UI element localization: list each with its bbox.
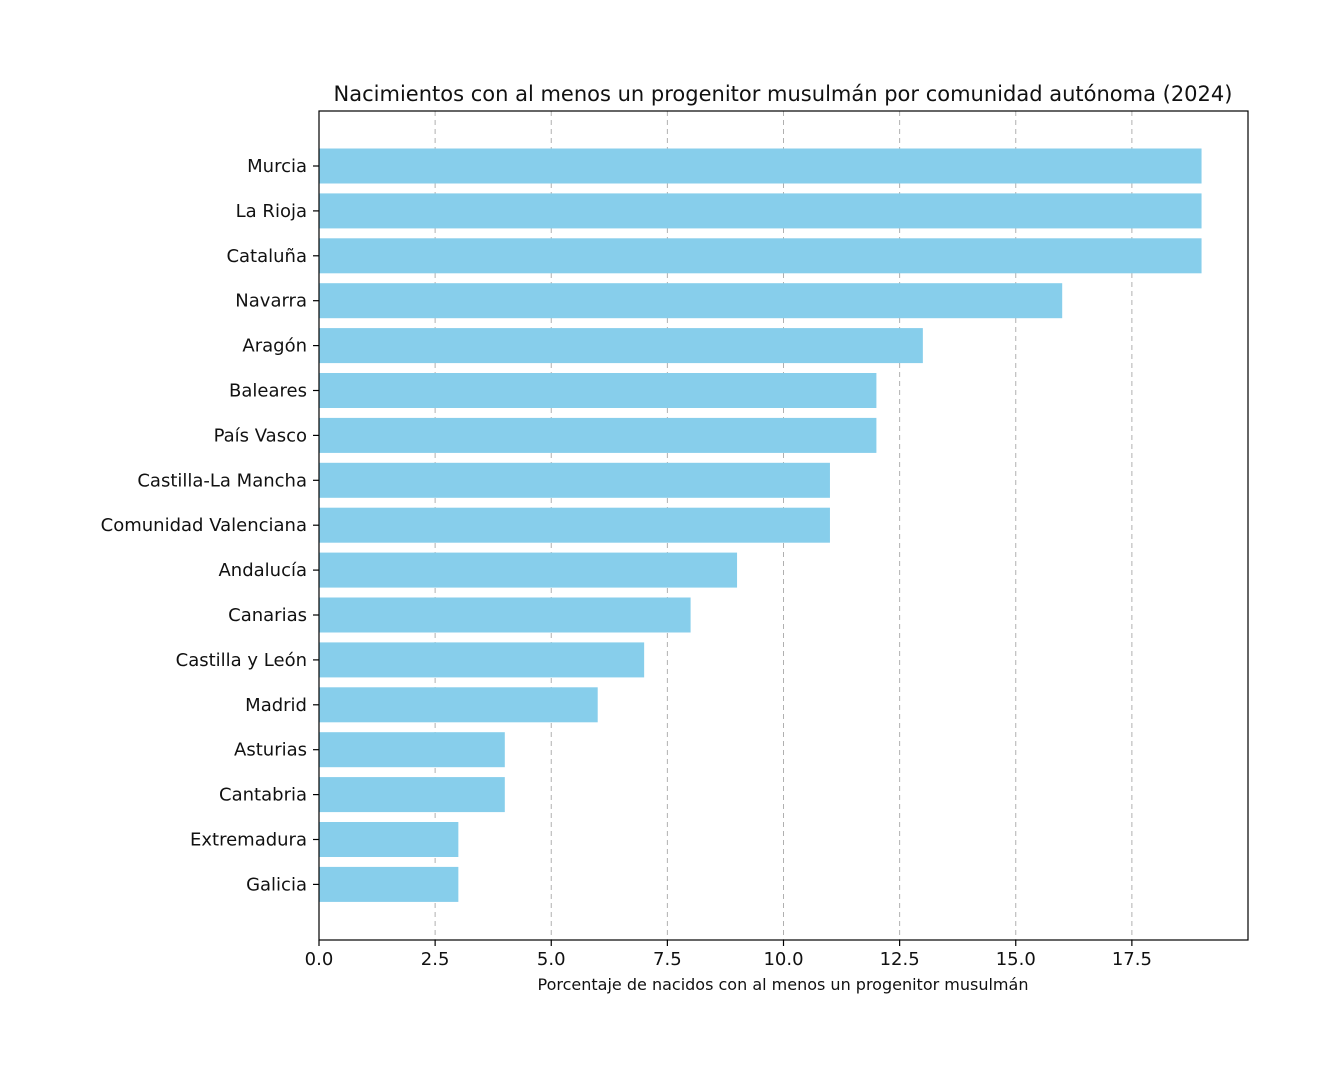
x-tick-label: 5.0 <box>537 949 566 970</box>
x-tick-label: 15.0 <box>996 949 1036 970</box>
x-tick-label: 10.0 <box>763 949 803 970</box>
y-tick-label: Galicia <box>246 874 307 895</box>
bar <box>319 238 1202 274</box>
x-tick-label: 12.5 <box>880 949 920 970</box>
x-tick-label: 0.0 <box>305 949 334 970</box>
y-tick-label: La Rioja <box>236 201 307 222</box>
x-tick-label: 17.5 <box>1112 949 1152 970</box>
y-tick-label: Canarias <box>228 605 307 626</box>
y-tick-label: Andalucía <box>218 560 307 581</box>
bar <box>319 507 830 543</box>
y-tick-label: País Vasco <box>214 425 307 446</box>
y-tick-label: Baleares <box>229 381 307 402</box>
y-tick-label: Extremadura <box>190 830 307 851</box>
x-axis-label: Porcentaje de nacidos con al menos un pr… <box>538 975 1029 994</box>
bar <box>319 777 505 813</box>
x-tick-label: 7.5 <box>653 949 682 970</box>
y-tick-label: Castilla y León <box>176 650 307 671</box>
bar <box>319 283 1063 319</box>
y-tick-label: Cantabria <box>219 785 307 806</box>
y-tick-label: Navarra <box>235 291 307 312</box>
bar <box>319 642 645 678</box>
bar <box>319 193 1202 229</box>
y-tick-label: Murcia <box>247 156 307 177</box>
bar <box>319 597 691 633</box>
y-tick-label: Comunidad Valenciana <box>101 515 307 536</box>
y-tick-label: Cataluña <box>226 246 307 267</box>
bar <box>319 462 830 498</box>
bar <box>319 373 877 408</box>
y-tick-label: Aragón <box>242 336 307 357</box>
y-tick-label: Asturias <box>234 740 307 761</box>
bar <box>319 148 1202 184</box>
bar <box>319 866 459 902</box>
x-axis: 0.0 2.5 5.0 7.5 10.0 12.5 15.0 17.5 <box>305 940 1152 970</box>
x-tick-label: 2.5 <box>421 949 450 970</box>
bar <box>319 552 738 588</box>
bars <box>319 148 1202 902</box>
bar <box>319 687 598 723</box>
bar <box>319 732 505 768</box>
y-tick-label: Madrid <box>245 695 307 716</box>
y-axis: Murcia La Rioja Cataluña Navarra Aragón Balea… <box>101 156 319 895</box>
y-tick-label: Castilla-La Mancha <box>137 470 307 491</box>
bar <box>319 417 877 453</box>
chart-title: Nacimientos con al menos un progenitor m… <box>334 82 1233 106</box>
bar <box>319 822 459 857</box>
bar <box>319 328 923 364</box>
